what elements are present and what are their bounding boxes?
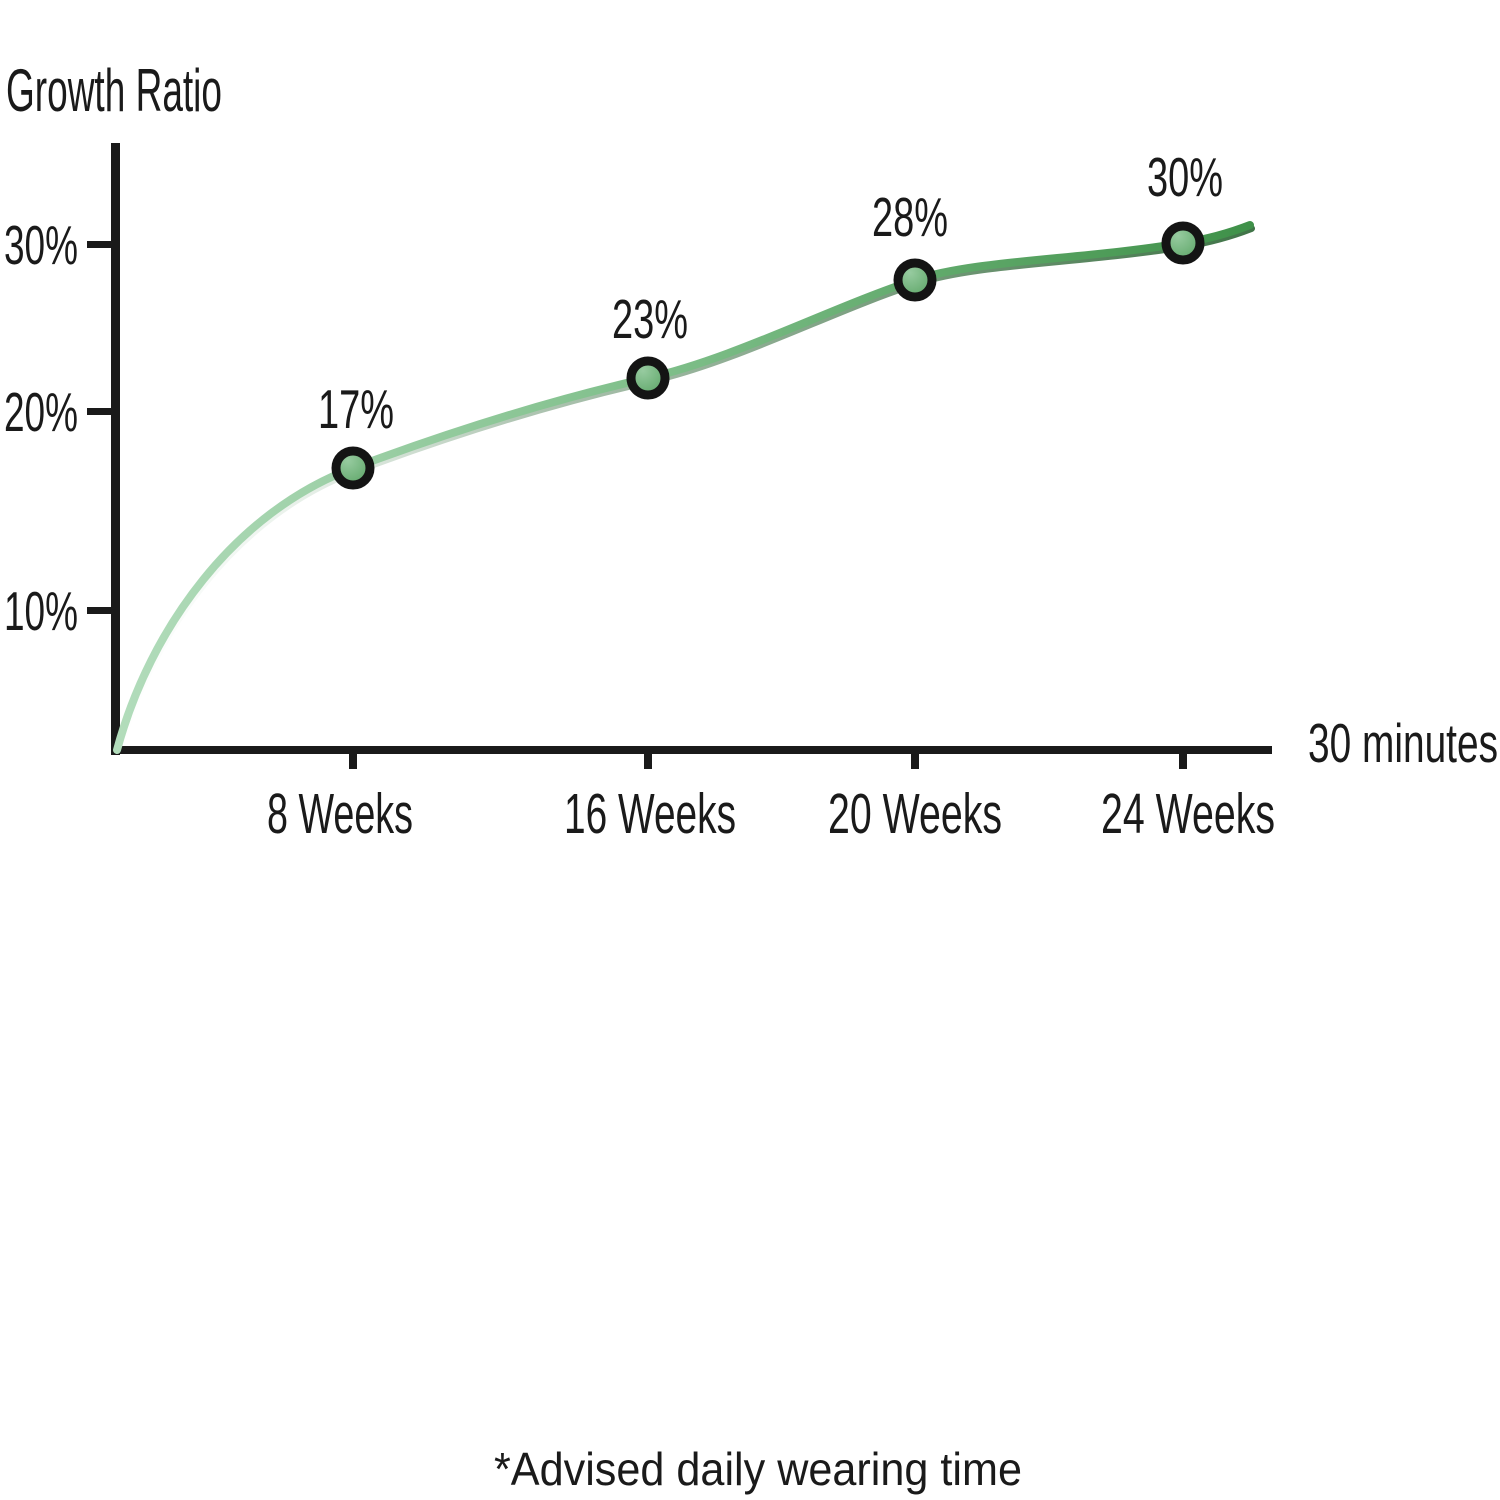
y-tick-30 — [87, 241, 112, 248]
x-tick-label-8w: 8 Weeks — [267, 782, 413, 846]
x-axis-line — [111, 746, 1272, 754]
growth-curve — [113, 221, 1254, 754]
x-axis-end-label: 30 minutes — [1308, 712, 1498, 774]
growth-curve-group — [113, 221, 1255, 757]
x-tick-label-24w: 24 Weeks — [1101, 782, 1275, 846]
point-label-20w: 28% — [872, 186, 948, 248]
data-point-24w — [1161, 221, 1205, 265]
x-tick-8w — [349, 753, 357, 769]
data-point-20w — [893, 258, 937, 302]
point-label-24w: 30% — [1147, 146, 1223, 208]
x-tick-20w — [911, 753, 919, 769]
x-axis-ticks — [349, 753, 1187, 769]
data-point-16w — [626, 356, 670, 400]
y-axis-line — [111, 143, 120, 755]
y-tick-10 — [87, 607, 112, 614]
y-tick-label-30: 30% — [4, 214, 78, 276]
chart-title: Growth Ratio — [6, 57, 222, 124]
y-axis-ticks — [87, 241, 112, 614]
footnote: *Advised daily wearing time — [494, 1443, 1022, 1495]
x-tick-24w — [1179, 753, 1187, 769]
point-label-16w: 23% — [612, 288, 688, 350]
x-tick-label-16w: 16 Weeks — [564, 782, 736, 846]
data-point-8w — [331, 446, 375, 490]
data-point-markers — [331, 221, 1205, 490]
y-tick-20 — [87, 408, 112, 415]
axes — [111, 143, 1272, 755]
x-tick-label-20w: 20 Weeks — [828, 782, 1002, 846]
data-point-labels: 17% 23% 28% 30% — [318, 146, 1223, 440]
x-tick-16w — [644, 753, 652, 769]
y-tick-label-10: 10% — [4, 580, 78, 642]
point-label-8w: 17% — [318, 378, 394, 440]
y-tick-label-20: 20% — [4, 381, 78, 443]
x-axis-labels: 8 Weeks 16 Weeks 20 Weeks 24 Weeks — [267, 782, 1275, 846]
y-axis-labels: 30% 20% 10% — [4, 214, 78, 642]
